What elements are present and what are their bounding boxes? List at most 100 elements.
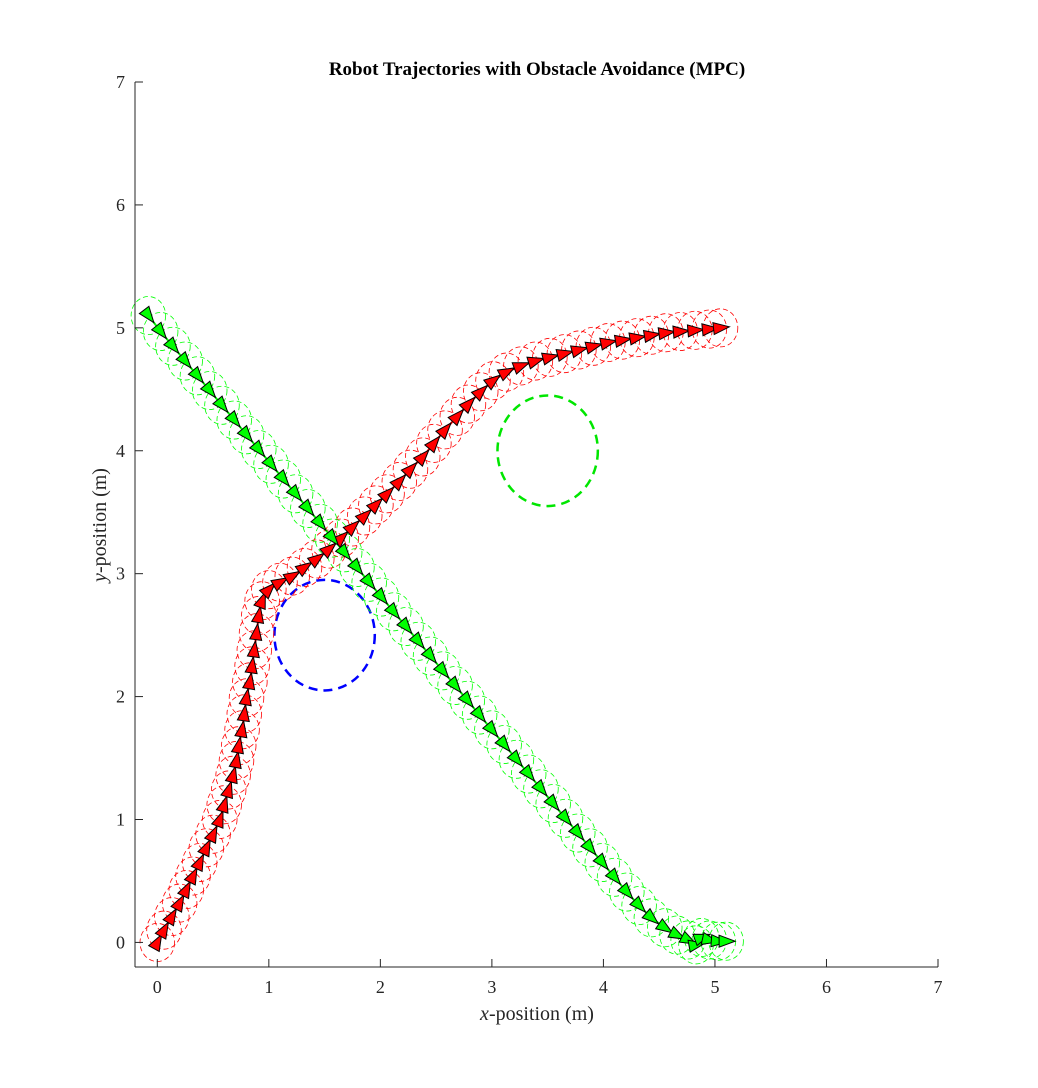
trajectory-marker [543,793,560,812]
trajectory-marker [616,881,634,900]
robot-footprint-circle [369,474,405,514]
robot-footprint-circle [400,621,436,661]
x-tick-label: 3 [487,977,496,997]
robot-footprint-circle [535,784,571,823]
trajectory-marker [248,439,266,458]
trajectory-marker [282,570,302,586]
y-tick-label: 3 [116,564,125,584]
trajectory-marker [712,321,731,336]
robot-footprint-circle [228,415,265,455]
trajectory-marker [258,582,277,600]
trajectory-marker [138,305,155,324]
robot-footprint-circle [167,341,203,381]
robot-footprint-circle [547,798,584,838]
trajectory-line-2 [147,314,727,947]
trajectory-marker [482,374,502,391]
robot-footprint-circle [412,636,449,676]
robot-footprint-circle [286,548,323,587]
trajectory-lines-layer [147,314,727,947]
trajectory-marker [230,735,244,755]
trajectory-marker [641,907,660,925]
robot-footprint-circle [290,489,326,528]
trajectory-marker [241,671,256,691]
trajectory-marker [319,542,338,560]
robot-footprint-circle [439,396,476,436]
robot-footprint-circle [358,485,394,525]
trajectory-marker [629,895,647,914]
robot-footprint-circle [405,437,441,477]
robot-footprint-circle [216,400,252,440]
robot-footprint-circle [517,341,554,381]
y-tick-label: 2 [116,687,125,707]
trajectory-marker [224,765,238,785]
robot-footprint-circle [425,651,461,691]
y-axis-label: y-position (m) [89,468,111,584]
trajectory-marker [310,513,327,532]
robot-footprint-circle [503,346,539,386]
trajectory-marker [187,365,205,384]
trajectory-marker [389,473,407,492]
robot-footprint-circle [262,562,298,602]
robot-footprint-circle [146,910,182,950]
trajectory-marker [396,616,413,635]
trajectory-marker [215,794,229,814]
robot-footprint-circle [339,548,375,587]
x-tick-label: 7 [934,977,943,997]
x-axis-label-text: -position (m) [489,1003,594,1025]
trajectory-marker [285,483,303,502]
robot-footprint-circle [265,459,302,499]
robot-footprint-circle [560,813,596,853]
robot-footprint-circle [388,607,424,646]
trajectory-marker [555,808,573,827]
trajectory-marker [445,675,462,694]
trajectory-marker [457,690,475,709]
robot-footprint-circle [204,385,240,425]
trajectory-marker [584,341,604,355]
trajectory-marker [526,356,546,370]
robot-footprint-circle [314,518,351,558]
trajectory-marker [175,350,192,370]
y-tick-label: 4 [116,441,125,461]
trajectory-marker [199,380,217,399]
trajectory-marker [190,853,205,873]
trajectory-marker [604,867,622,886]
robot-footprint-circle [192,371,228,410]
trajectory-marker [147,933,163,953]
trajectory-marker [346,557,364,576]
robot-footprint-circle [584,843,620,882]
robot-footprint-circle [427,410,463,450]
trajectory-marker [469,704,487,724]
trajectory-marker [297,498,315,517]
trajectory-marker [470,384,489,402]
trajectory-marker [555,348,575,362]
x-axis-label-var: x [479,1003,489,1025]
robot-footprint-circle [416,423,452,463]
trajectory-marker [511,362,531,375]
trajectory-marker [228,750,242,770]
robot-footprint-circle [155,326,191,366]
robot-footprint-circle [572,828,608,868]
trajectory-marker [150,321,168,340]
trajectory-marker [686,324,706,338]
robot-footprint-circle [277,474,314,514]
robot-footprint-circle [633,898,670,938]
robot-footprint-circle [161,883,198,923]
trajectory-marker [435,422,452,440]
trajectory-marker [701,323,720,337]
robot-footprint-circle [437,666,473,705]
robot-footprint-circle [376,592,412,632]
robot-footprint-circle [463,372,499,412]
trajectory-marker [599,337,619,351]
trajectory-marker [250,605,265,625]
robot-footprint-circle [596,857,633,897]
trajectory-marker [400,461,418,480]
robot-footprint-circle [241,430,277,469]
trajectory-marker [506,749,524,768]
trajectory-marker [253,590,266,611]
trajectory-line-1 [156,326,721,943]
trajectory-marker [580,837,597,856]
robot-footprint-circle [392,449,429,489]
trajectory-marker [322,527,340,547]
trajectory-marker [183,866,198,886]
trajectory-marker [496,367,516,382]
